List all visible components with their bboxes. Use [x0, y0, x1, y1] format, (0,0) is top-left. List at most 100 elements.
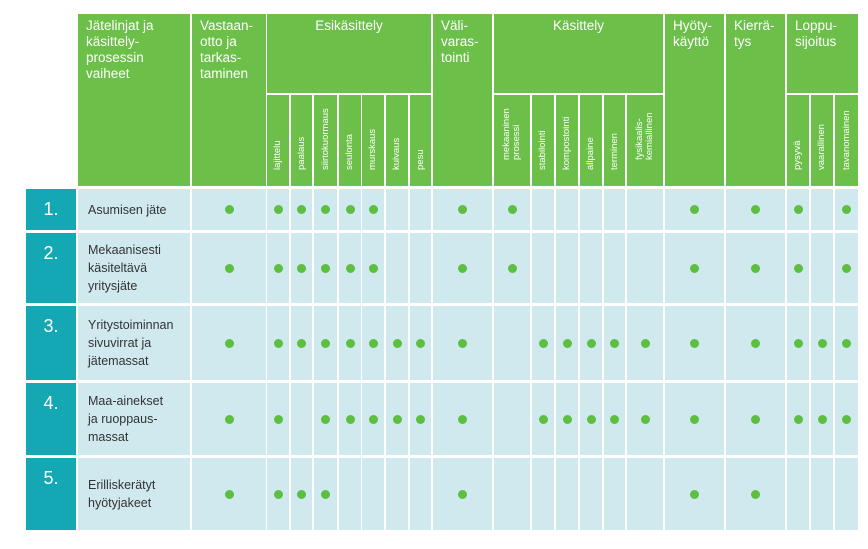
header-cell-hyotykaytto: Hyöty- käyttö — [665, 14, 724, 186]
dot-marker — [690, 414, 699, 424]
table-cell — [362, 458, 384, 530]
table-cell — [386, 458, 408, 530]
dot-marker — [345, 263, 355, 273]
table-cell — [726, 233, 785, 303]
header-cell-kierratys: Kierrä- tys — [726, 14, 785, 186]
row-number: 5. — [26, 458, 76, 530]
subheader-label: mekaaninen prosessi — [501, 108, 522, 160]
header-label: Esikäsittely — [315, 18, 383, 33]
table-cell — [433, 458, 492, 530]
dot-marker — [224, 205, 234, 214]
table-cell — [386, 189, 408, 230]
dot-marker — [273, 338, 283, 348]
header-label: Loppu- sijoitus — [795, 18, 838, 49]
dot-marker — [690, 489, 699, 499]
dot-marker — [751, 489, 760, 499]
table-cell — [580, 189, 602, 230]
subheader-esikasittely-0: lajittelu — [267, 95, 289, 186]
table-cell — [604, 189, 625, 230]
dot-marker — [458, 205, 467, 214]
table-cell — [433, 306, 492, 380]
row-number: 4. — [26, 383, 76, 455]
row-name-text: Maa-ainekset ja ruoppaus- massat — [88, 394, 164, 444]
dot-marker — [224, 263, 234, 273]
dot-marker — [345, 205, 355, 214]
table-cell — [362, 383, 384, 455]
table-cell — [726, 383, 785, 455]
dot-marker — [817, 338, 827, 348]
table-cell — [604, 306, 625, 380]
table-cell — [339, 233, 361, 303]
table-cell — [665, 458, 724, 530]
subheader-kasittely-2: kompostointi — [556, 95, 578, 186]
header-cell-esikasittely: Esikäsittely — [267, 14, 431, 93]
subheader-label: kuivaus — [391, 137, 402, 170]
subheader-kasittely-4: terminen — [604, 95, 625, 186]
table-cell — [726, 458, 785, 530]
subheader-loppusijoitus-1: vaarallinen — [811, 95, 833, 186]
dot-marker — [416, 414, 425, 424]
subheader-esikasittely-4: murskaus — [362, 95, 384, 186]
table-cell — [787, 306, 809, 380]
dot-marker — [458, 263, 467, 273]
subheader-label: kompostointi — [561, 116, 572, 170]
table-cell — [627, 233, 663, 303]
table-cell — [291, 458, 312, 530]
table-cell — [494, 458, 530, 530]
table-cell — [726, 306, 785, 380]
row-number: 2. — [26, 233, 76, 303]
table-cell — [627, 383, 663, 455]
subheader-label: lajittelu — [272, 140, 283, 170]
table-cell — [362, 233, 384, 303]
subheader-label: stabilointi — [537, 130, 548, 170]
subheader-loppusijoitus-0: pysyvä — [787, 95, 809, 186]
table-cell — [267, 383, 289, 455]
table-cell — [532, 306, 554, 380]
table-cell — [835, 189, 858, 230]
subheader-esikasittely-1: paalaus — [291, 95, 312, 186]
table-cell — [556, 233, 578, 303]
table-cell — [665, 189, 724, 230]
subheader-label: terminen — [608, 133, 620, 170]
subheader-kasittely-0: mekaaninen prosessi — [494, 95, 530, 186]
table-cell — [627, 189, 663, 230]
header-label: Käsittely — [552, 18, 605, 33]
table-cell — [811, 458, 833, 530]
dot-marker — [793, 338, 803, 348]
table-cell — [835, 458, 858, 530]
table-cell — [386, 306, 408, 380]
header-label: Väli- varas- tointi — [441, 18, 479, 65]
table-cell — [192, 306, 266, 380]
table-cell — [267, 233, 289, 303]
dot-marker — [321, 489, 330, 499]
table-cell — [410, 306, 431, 380]
dot-marker — [458, 489, 467, 499]
header-cell-jatelinjat: Jätelinjat ja käsittely- prosessin vaihe… — [78, 14, 190, 186]
table-cell — [811, 306, 833, 380]
table-cell — [192, 383, 266, 455]
table-cell — [339, 306, 361, 380]
row-name-text: Erilliskerätyt hyötyjakeet — [88, 478, 156, 510]
subheader-esikasittely-3: seulonta — [339, 95, 361, 186]
table-cell — [787, 383, 809, 455]
header-label: Vastaan- otto ja tarkas- taminen — [200, 18, 254, 81]
table-cell — [811, 189, 833, 230]
table-cell — [314, 306, 337, 380]
dot-marker — [507, 263, 517, 273]
dot-marker — [368, 263, 378, 273]
subheader-label: pesu — [414, 149, 426, 170]
table-cell — [339, 458, 361, 530]
table-cell — [665, 306, 724, 380]
dot-marker — [690, 263, 699, 273]
table-cell — [291, 233, 312, 303]
table-cell — [532, 383, 554, 455]
table-cell — [291, 383, 312, 455]
subheader-kasittely-1: stabilointi — [532, 95, 554, 186]
table-cell — [494, 306, 530, 380]
dot-marker — [392, 338, 402, 348]
table-cell — [532, 189, 554, 230]
table-cell — [314, 233, 337, 303]
table-cell — [339, 189, 361, 230]
dot-marker — [321, 338, 330, 348]
